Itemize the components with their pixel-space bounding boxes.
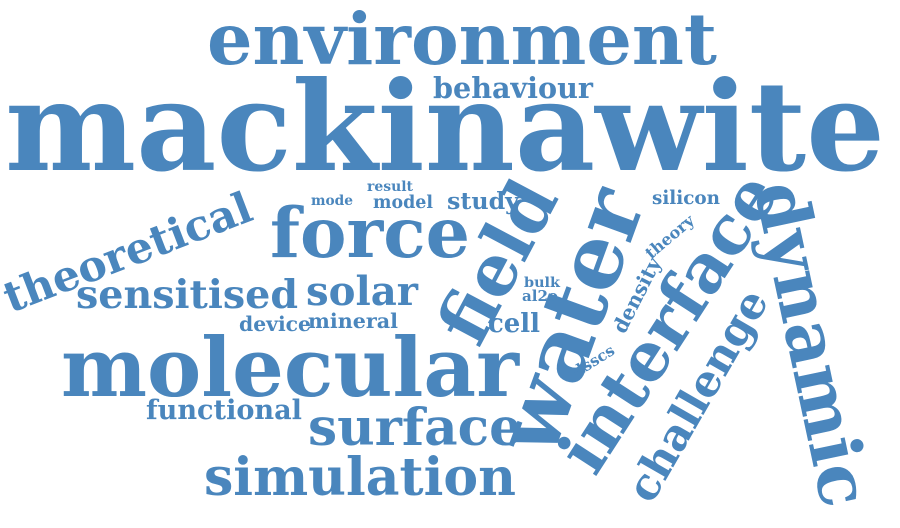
word-device: device <box>239 312 311 336</box>
word-al2o: al2o <box>522 286 558 305</box>
word-surface: surface <box>308 397 522 458</box>
word-force: force <box>270 193 470 274</box>
word-sensitised: sensitised <box>76 272 299 318</box>
word-bulk: bulk <box>524 274 561 291</box>
word-result: result <box>367 179 413 195</box>
word-silicon: silicon <box>652 188 720 209</box>
word-environment: environment <box>207 0 717 81</box>
word-dynamic: dynamic <box>737 173 888 514</box>
word-study: study <box>447 187 519 215</box>
word-model: model <box>373 192 433 213</box>
word-simulation: simulation <box>204 447 516 508</box>
word-behaviour: behaviour <box>433 70 593 105</box>
word-mackinawite: mackinawite <box>5 55 885 200</box>
word-mode: mode <box>311 193 353 209</box>
word-mineral: mineral <box>308 308 398 333</box>
word-solar: solar <box>306 268 418 315</box>
word-cell: cell <box>488 309 541 339</box>
word-molecular: molecular <box>61 320 519 416</box>
word-functional: functional <box>146 394 302 426</box>
